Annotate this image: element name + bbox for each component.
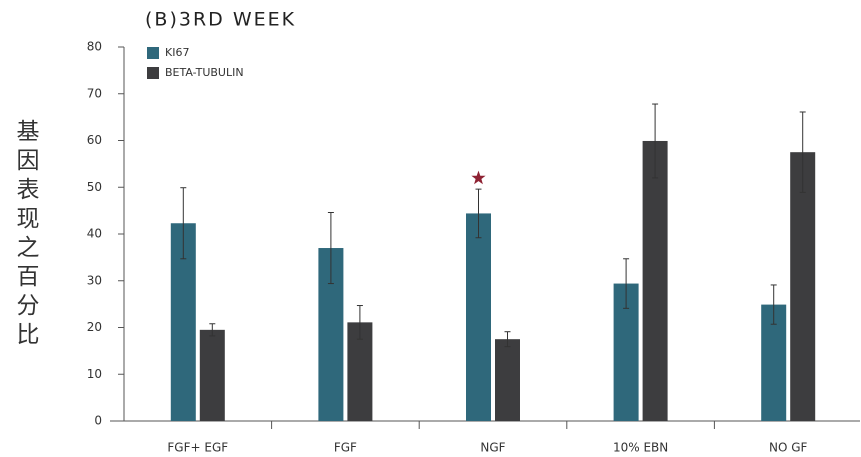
y-axis-label: 基因表现之百分比	[17, 119, 40, 348]
y-tick-label: 0	[94, 414, 102, 428]
bar	[199, 329, 225, 421]
chart-title: (B)3RD WEEK	[145, 9, 296, 31]
y-tick-label: 40	[87, 227, 102, 241]
x-tick-label: NO GF	[769, 441, 808, 455]
y-tick-label: 20	[87, 320, 102, 334]
x-tick-label: FGF	[334, 441, 357, 455]
legend-swatch	[147, 67, 159, 79]
legend-label: KI67	[165, 46, 189, 59]
legend-label: BETA-TUBULIN	[165, 66, 244, 79]
x-tick-label: 10% EBN	[613, 441, 668, 455]
x-tick-label: NGF	[480, 441, 505, 455]
bar	[642, 140, 668, 421]
y-tick-label: 60	[87, 133, 102, 147]
bar	[466, 213, 491, 421]
y-tick-label: 10	[87, 367, 102, 381]
y-tick-label: 30	[87, 273, 102, 287]
legend-swatch	[147, 47, 159, 59]
y-tick-label: 80	[87, 40, 102, 54]
y-tick-label: 70	[87, 86, 102, 100]
x-tick-label: FGF+ EGF	[167, 441, 228, 455]
y-tick-label: 50	[87, 180, 102, 194]
bar	[790, 152, 816, 421]
bar	[495, 339, 520, 421]
significance-star	[471, 170, 486, 185]
